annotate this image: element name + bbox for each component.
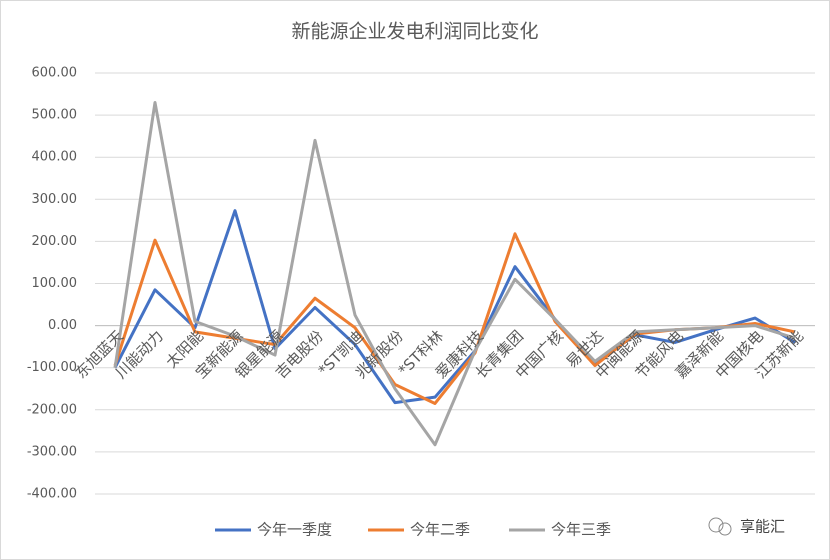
watermark-text: 享能汇 bbox=[740, 518, 785, 536]
legend-label: 今年三季 bbox=[551, 521, 611, 539]
y-tick-label: 400.00 bbox=[32, 150, 78, 165]
y-tick-label: -300.00 bbox=[27, 444, 77, 459]
line bbox=[113, 209, 796, 405]
y-tick-label: -200.00 bbox=[27, 402, 77, 417]
y-tick-label: -100.00 bbox=[27, 360, 77, 375]
line bbox=[113, 100, 796, 447]
y-tick-label: 0.00 bbox=[48, 318, 77, 333]
y-tick-label: 500.00 bbox=[32, 108, 78, 123]
y-tick-label: 300.00 bbox=[32, 192, 78, 207]
watermark-icon bbox=[718, 522, 732, 536]
y-tick-label: 600.00 bbox=[32, 66, 78, 81]
watermark: 享能汇 bbox=[708, 517, 785, 536]
y-tick-label: 200.00 bbox=[32, 234, 78, 249]
y-tick-label: 100.00 bbox=[32, 276, 78, 291]
chart-title: 新能源企业发电利润同比变化 bbox=[291, 21, 538, 43]
y-tick-label: -400.00 bbox=[27, 487, 77, 502]
watermark-icon bbox=[708, 517, 724, 533]
legend-label: 今年一季度 bbox=[257, 521, 332, 539]
legend-label: 今年二季 bbox=[410, 521, 470, 539]
